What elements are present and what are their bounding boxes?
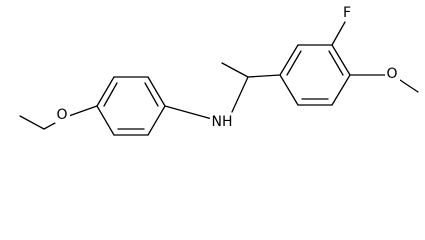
bond: [279, 74, 299, 106]
label-bg: [210, 113, 234, 130]
bond: [147, 76, 166, 107]
bonds: [19, 21, 419, 136]
bond: [96, 105, 115, 136]
bond: [399, 79, 419, 93]
bond: [147, 105, 166, 136]
bond: [331, 21, 346, 46]
bond: [331, 74, 351, 106]
bond: [331, 44, 351, 76]
bond: [96, 76, 115, 107]
atom-label: O: [56, 107, 67, 123]
atom-labels: O NH F O: [55, 4, 400, 130]
atom-label: NH: [212, 114, 233, 130]
double-bond: [286, 50, 302, 76]
bond: [221, 62, 249, 78]
molecule-diagram: O NH F O: [19, 4, 419, 136]
bond: [279, 44, 299, 76]
double-bond: [328, 50, 344, 76]
double-bond: [103, 82, 118, 107]
bond: [247, 74, 281, 78]
bond: [164, 105, 213, 120]
double-bond: [144, 82, 159, 107]
label-bg: [55, 106, 70, 123]
atom-label: F: [343, 5, 351, 21]
bond: [65, 105, 98, 118]
bond: [19, 115, 45, 130]
label-bg: [385, 65, 400, 82]
label-bg: [341, 4, 353, 21]
bond: [231, 76, 249, 113]
atom-label: O: [386, 66, 397, 82]
